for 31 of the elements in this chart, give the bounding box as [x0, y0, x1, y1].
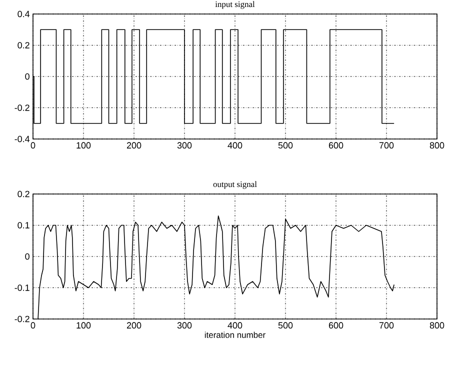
y-tick-label: 0.2 — [18, 190, 30, 198]
x-tick-label: 400 — [228, 142, 242, 149]
chart-title: input signal — [215, 1, 255, 9]
x-tick-label: 300 — [177, 322, 192, 329]
y-tick-label: 0.2 — [18, 42, 30, 48]
y-tick-label: -0.2 — [14, 104, 30, 111]
x-tick-label: 500 — [278, 142, 293, 149]
x-tick-label: 700 — [379, 322, 394, 329]
x-tick-label: 100 — [76, 322, 91, 329]
x-tick-label: 200 — [126, 322, 142, 329]
y-tick-label: -0.2 — [14, 316, 30, 322]
y-tick-label: 0 — [25, 73, 30, 80]
y-tick-label: 0.1 — [18, 222, 30, 228]
y-tick-label: -0.4 — [14, 136, 30, 142]
x-axis-title: iteration number — [204, 332, 266, 338]
x-tick-label: 0 — [30, 142, 36, 149]
x-tick-label: 500 — [278, 322, 293, 329]
x-tick-label: 0 — [30, 322, 36, 329]
chart-title: output signal — [213, 181, 257, 189]
x-tick-label: 800 — [430, 142, 444, 149]
y-tick-label: 0.4 — [18, 10, 30, 18]
y-tick-label: -0.1 — [14, 284, 30, 291]
x-tick-label: 800 — [430, 322, 444, 329]
x-tick-label: 300 — [177, 142, 192, 149]
y-tick-label: 0 — [25, 253, 30, 260]
x-tick-label: 700 — [379, 142, 394, 149]
x-tick-label: 600 — [328, 142, 344, 149]
x-tick-label: 400 — [228, 322, 242, 329]
x-tick-label: 100 — [76, 142, 91, 149]
x-tick-label: 200 — [126, 142, 142, 149]
x-tick-label: 600 — [328, 322, 344, 329]
